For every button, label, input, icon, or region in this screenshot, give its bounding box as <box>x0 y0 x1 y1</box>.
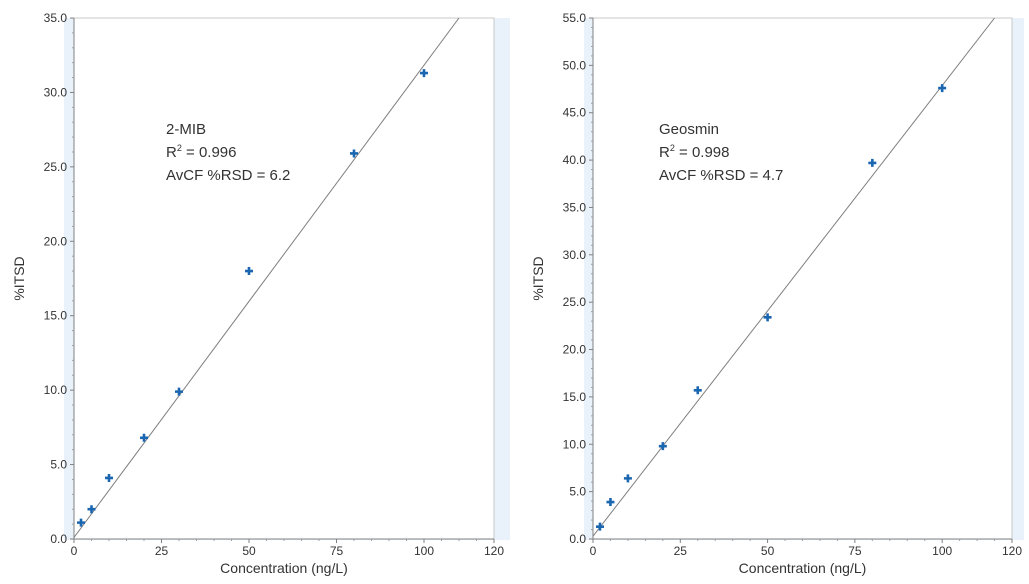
x-tick-label: 25 <box>155 544 169 558</box>
y-tick-label: 30.0 <box>563 248 587 262</box>
x-tick-label: 25 <box>674 544 688 558</box>
r-squared-value: = 0.998 <box>675 144 730 161</box>
x-tick-label: 50 <box>242 544 256 558</box>
y-tick-label: 50.0 <box>563 58 587 72</box>
annotation-compound: Geosmin <box>659 121 719 138</box>
x-tick-label: 120 <box>1002 544 1022 558</box>
r-squared-superscript: 2 <box>670 143 675 153</box>
r-squared-prefix: R <box>166 144 177 161</box>
y-tick-label: 45.0 <box>563 106 587 120</box>
annotation-rsd: AvCF %RSD = 4.7 <box>659 167 783 184</box>
data-point <box>938 84 947 93</box>
y-tick-label: 0.0 <box>50 532 67 546</box>
x-tick-label: 100 <box>932 544 952 558</box>
y-tick-label: 25.0 <box>44 160 68 174</box>
plot-area <box>592 17 1013 540</box>
annotation-compound: 2-MIB <box>166 121 206 138</box>
y-axis-title: %ITSD <box>530 256 546 300</box>
y-axis-title: %ITSD <box>11 256 27 300</box>
data-point <box>420 69 428 78</box>
x-tick-label: 0 <box>590 544 597 558</box>
x-tick-label: 75 <box>848 544 862 558</box>
data-point <box>763 313 772 322</box>
y-tick-label: 20.0 <box>563 343 587 357</box>
y-tick-label: 35.0 <box>563 200 587 214</box>
x-tick-label: 100 <box>414 544 434 558</box>
annotation-r-squared: R2 = 0.996 <box>166 143 237 161</box>
fit-line <box>74 18 460 538</box>
data-point <box>693 386 702 395</box>
y-tick-label: 40.0 <box>563 153 587 167</box>
x-axis-title: Concentration (ng/L) <box>739 560 867 576</box>
y-tick-label: 10.0 <box>44 383 68 397</box>
data-point <box>105 473 113 482</box>
y-tick-label: 55.0 <box>563 11 587 25</box>
plot-area <box>73 17 495 540</box>
chart-2-mib: 0.0 5.0 10.0 15.0 20.0 25.0 30.0 35.0 0 25 50 75 100… <box>11 11 510 576</box>
data-point <box>245 267 253 276</box>
data-point <box>87 505 96 514</box>
annotation-rsd: AvCF %RSD = 6.2 <box>166 167 290 184</box>
y-tick-label: 20.0 <box>44 234 68 248</box>
x-tick-label: 50 <box>761 544 775 558</box>
chart-geosmin: 0.0 5.0 10.0 15.0 20.0 25.0 30.0 35.0 40.0 45.0 50… <box>530 11 1024 576</box>
y-tick-label: 15.0 <box>563 390 587 404</box>
r-squared-prefix: R <box>659 144 670 161</box>
x-axis-title: Concentration (ng/L) <box>220 560 348 576</box>
annotation-r-squared: R2 = 0.998 <box>659 143 730 161</box>
data-point <box>77 518 85 527</box>
data-point <box>140 433 148 442</box>
fit-line <box>593 18 995 537</box>
x-tick-label: 75 <box>330 544 344 558</box>
y-tick-label: 5.0 <box>50 458 67 472</box>
data-point <box>350 149 358 158</box>
x-tick-label: 120 <box>484 544 504 558</box>
data-point <box>606 498 615 507</box>
r-squared-value: = 0.996 <box>182 144 237 161</box>
y-tick-label: 30.0 <box>44 85 68 99</box>
data-point <box>658 442 667 451</box>
y-tick-label: 0.0 <box>569 532 586 546</box>
data-point <box>868 158 877 167</box>
y-tick-label: 5.0 <box>569 485 586 499</box>
y-tick-label: 10.0 <box>563 437 587 451</box>
x-tick-label: 0 <box>71 544 78 558</box>
r-squared-superscript: 2 <box>177 143 182 153</box>
data-point <box>595 522 604 531</box>
y-tick-label: 25.0 <box>563 295 587 309</box>
y-tick-label: 15.0 <box>44 309 68 323</box>
y-tick-label: 35.0 <box>44 11 68 25</box>
data-point <box>175 387 183 396</box>
data-point <box>623 474 632 483</box>
